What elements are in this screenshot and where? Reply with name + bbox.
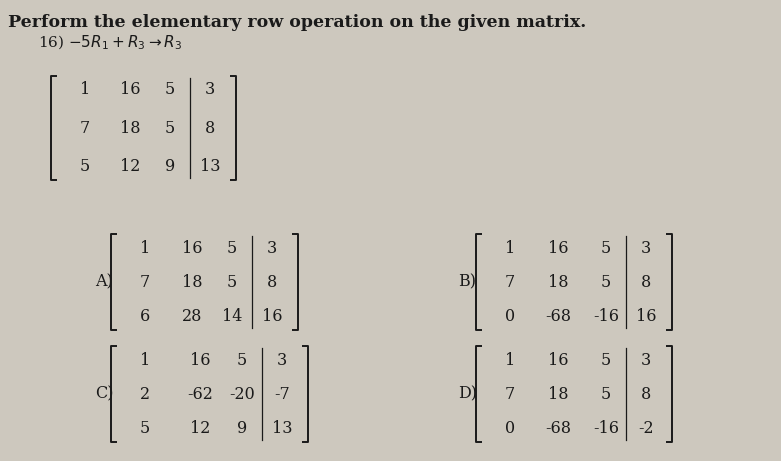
Text: 18: 18 [547, 273, 569, 290]
Text: 16: 16 [190, 351, 210, 368]
Text: 1: 1 [505, 240, 515, 256]
Text: 5: 5 [601, 351, 611, 368]
Text: 16: 16 [636, 307, 656, 325]
Text: B): B) [458, 273, 476, 290]
Text: 28: 28 [182, 307, 202, 325]
Text: -2: -2 [638, 420, 654, 437]
Text: 0: 0 [505, 420, 515, 437]
Text: 8: 8 [205, 119, 215, 136]
Text: D): D) [458, 385, 477, 402]
Text: -16: -16 [593, 307, 619, 325]
Text: 18: 18 [119, 119, 141, 136]
Text: 5: 5 [237, 351, 247, 368]
Text: 14: 14 [222, 307, 242, 325]
Text: 3: 3 [641, 351, 651, 368]
Text: 16: 16 [119, 82, 141, 99]
Text: 7: 7 [505, 273, 515, 290]
Text: 8: 8 [641, 273, 651, 290]
Text: 2: 2 [140, 385, 150, 402]
Text: 16: 16 [547, 240, 569, 256]
Text: -7: -7 [274, 385, 290, 402]
Text: 5: 5 [80, 158, 90, 175]
Text: 7: 7 [505, 385, 515, 402]
Text: 1: 1 [80, 82, 90, 99]
Text: 3: 3 [267, 240, 277, 256]
Text: 5: 5 [226, 240, 237, 256]
Text: 5: 5 [165, 119, 175, 136]
Text: 13: 13 [272, 420, 292, 437]
Text: C): C) [95, 385, 113, 402]
Text: Perform the elementary row operation on the given matrix.: Perform the elementary row operation on … [8, 14, 587, 31]
Text: 7: 7 [140, 273, 150, 290]
Text: -16: -16 [593, 420, 619, 437]
Text: 13: 13 [200, 158, 220, 175]
Text: 5: 5 [140, 420, 150, 437]
Text: 18: 18 [547, 385, 569, 402]
Text: A): A) [95, 273, 112, 290]
Text: 3: 3 [205, 82, 215, 99]
Text: -68: -68 [545, 307, 571, 325]
Text: 8: 8 [641, 385, 651, 402]
Text: 5: 5 [226, 273, 237, 290]
Text: 6: 6 [140, 307, 150, 325]
Text: 18: 18 [182, 273, 202, 290]
Text: 3: 3 [641, 240, 651, 256]
Text: -20: -20 [229, 385, 255, 402]
Text: 5: 5 [601, 273, 611, 290]
Text: 7: 7 [80, 119, 90, 136]
Text: -68: -68 [545, 420, 571, 437]
Text: 1: 1 [140, 240, 150, 256]
Text: 0: 0 [505, 307, 515, 325]
Text: 16: 16 [262, 307, 282, 325]
Text: 5: 5 [165, 82, 175, 99]
Text: 5: 5 [601, 385, 611, 402]
Text: 5: 5 [601, 240, 611, 256]
Text: 1: 1 [505, 351, 515, 368]
Text: 16: 16 [547, 351, 569, 368]
Text: 12: 12 [119, 158, 140, 175]
Text: 9: 9 [165, 158, 175, 175]
Text: 16) $-5R_1 + R_3 \rightarrow R_3$: 16) $-5R_1 + R_3 \rightarrow R_3$ [38, 34, 182, 53]
Text: -62: -62 [187, 385, 213, 402]
Text: 1: 1 [140, 351, 150, 368]
Text: 9: 9 [237, 420, 247, 437]
Text: 8: 8 [267, 273, 277, 290]
Text: 3: 3 [277, 351, 287, 368]
Text: 16: 16 [182, 240, 202, 256]
Text: 12: 12 [190, 420, 210, 437]
